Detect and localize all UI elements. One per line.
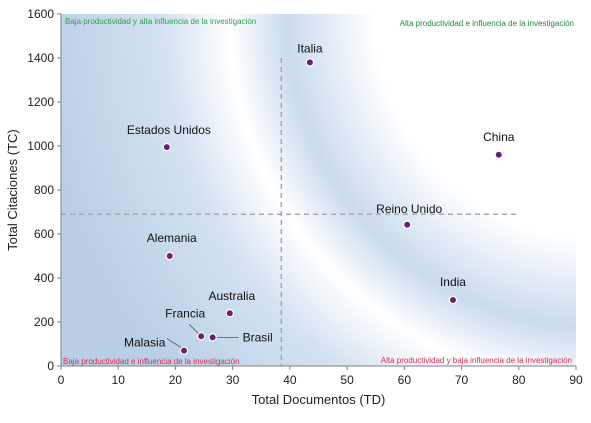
data-point-estados-unidos[interactable] [162, 142, 172, 152]
y-tick-label: 1200 [27, 95, 54, 109]
leader-line-francia [188, 324, 199, 334]
data-label-malasia: Malasia [124, 336, 166, 350]
data-label-brasil: Brasil [243, 330, 273, 344]
y-tick-label: 1400 [27, 51, 54, 65]
quadrant-label-top-left: Baja productividad y alta influencia de … [65, 17, 256, 26]
x-axis-title: Total Documentos (TD) [252, 392, 386, 407]
x-tick-label: 40 [283, 373, 297, 387]
leader-line-malasia [166, 338, 182, 348]
x-tick-label: 10 [112, 373, 126, 387]
quadrant-label-bottom-right: Alta productividad y baja influencia de … [381, 356, 572, 365]
data-label-reino-unido: Reino Unido [376, 202, 442, 216]
x-tick-label: 20 [169, 373, 183, 387]
data-point-india[interactable] [448, 295, 458, 305]
quadrant-label-top-right: Alta productividad e influencia de la in… [400, 19, 574, 28]
y-tick-label: 600 [34, 227, 54, 241]
data-point-francia[interactable] [196, 332, 206, 341]
y-tick-label: 400 [34, 271, 54, 285]
y-tick-label: 1000 [27, 139, 54, 153]
x-tick-label: 60 [398, 373, 412, 387]
data-point-alemania[interactable] [165, 251, 174, 261]
data-label-china: China [483, 130, 515, 144]
x-tick-label: 90 [569, 373, 583, 387]
quadrant-label-bottom-left: Baja productividad e influencia de la in… [63, 357, 240, 366]
plot-area [61, 14, 576, 366]
data-point-italia[interactable] [305, 58, 315, 67]
y-tick-label: 1600 [27, 7, 54, 21]
y-tick-label: 200 [34, 315, 54, 329]
data-label-australia: Australia [208, 289, 255, 303]
x-tick-label: 0 [58, 373, 65, 387]
y-axis-title: Total Citaciones (TC) [5, 129, 20, 250]
data-point-malasia[interactable] [179, 346, 189, 355]
data-label-india: India [440, 275, 466, 289]
x-tick-label: 30 [226, 373, 240, 387]
x-tick-label: 70 [455, 373, 469, 387]
data-label-estados-unidos: Estados Unidos [127, 123, 211, 137]
y-tick-label: 0 [47, 359, 54, 373]
data-point-australia[interactable] [225, 309, 235, 318]
x-tick-label: 50 [340, 373, 354, 387]
y-tick-label: 800 [34, 183, 54, 197]
data-label-italia: Italia [297, 41, 323, 55]
x-tick-label: 80 [512, 373, 526, 387]
data-point-reino-unido[interactable] [402, 220, 412, 229]
data-label-francia: Francia [165, 306, 205, 320]
data-label-alemania: Alemania [147, 231, 197, 245]
data-point-brasil[interactable] [208, 333, 217, 342]
data-point-china[interactable] [494, 150, 503, 159]
